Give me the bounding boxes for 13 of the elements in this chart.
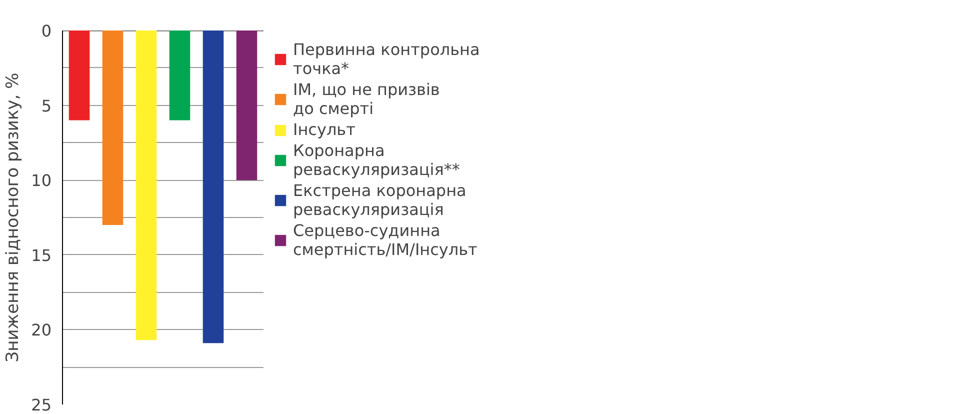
y-tick-label: 10	[31, 171, 52, 190]
y-tick-label: 15	[31, 246, 52, 265]
y-tick-label: 25	[31, 396, 52, 414]
y-tick-label: 20	[31, 320, 52, 340]
legend-label: Інсульт	[293, 120, 356, 139]
y-tick-label: 0	[41, 22, 52, 40]
legend-label: Серцево-судинна смертність/ІМ/Інсульт	[293, 221, 478, 259]
legend-label: Коронарна реваскуляризація**	[293, 141, 460, 179]
y-axis-title: Зниження відносного ризику, %	[3, 72, 24, 362]
y-tick-label: 5	[41, 96, 52, 116]
legend-label: Первинна контрольна точка*	[293, 40, 480, 78]
legend-label: Екстрена коронарна реваскуляризація	[293, 181, 466, 219]
legend-label: ІМ, що не призвів до смерті	[293, 80, 440, 118]
